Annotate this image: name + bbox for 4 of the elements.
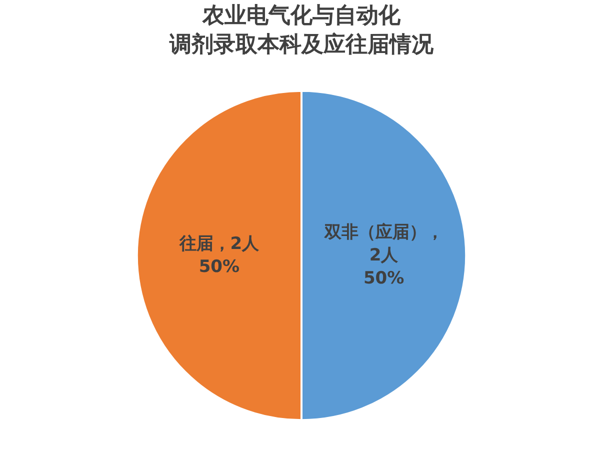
chart-title: 农业电气化与自动化 [202,4,402,28]
chart-subtitle: 调剂录取本科及应往届情况 [168,32,434,58]
slice-label: 双非（应届）， 2人 50% [323,222,444,288]
slice-label: 往届，2人 50% [178,234,260,277]
